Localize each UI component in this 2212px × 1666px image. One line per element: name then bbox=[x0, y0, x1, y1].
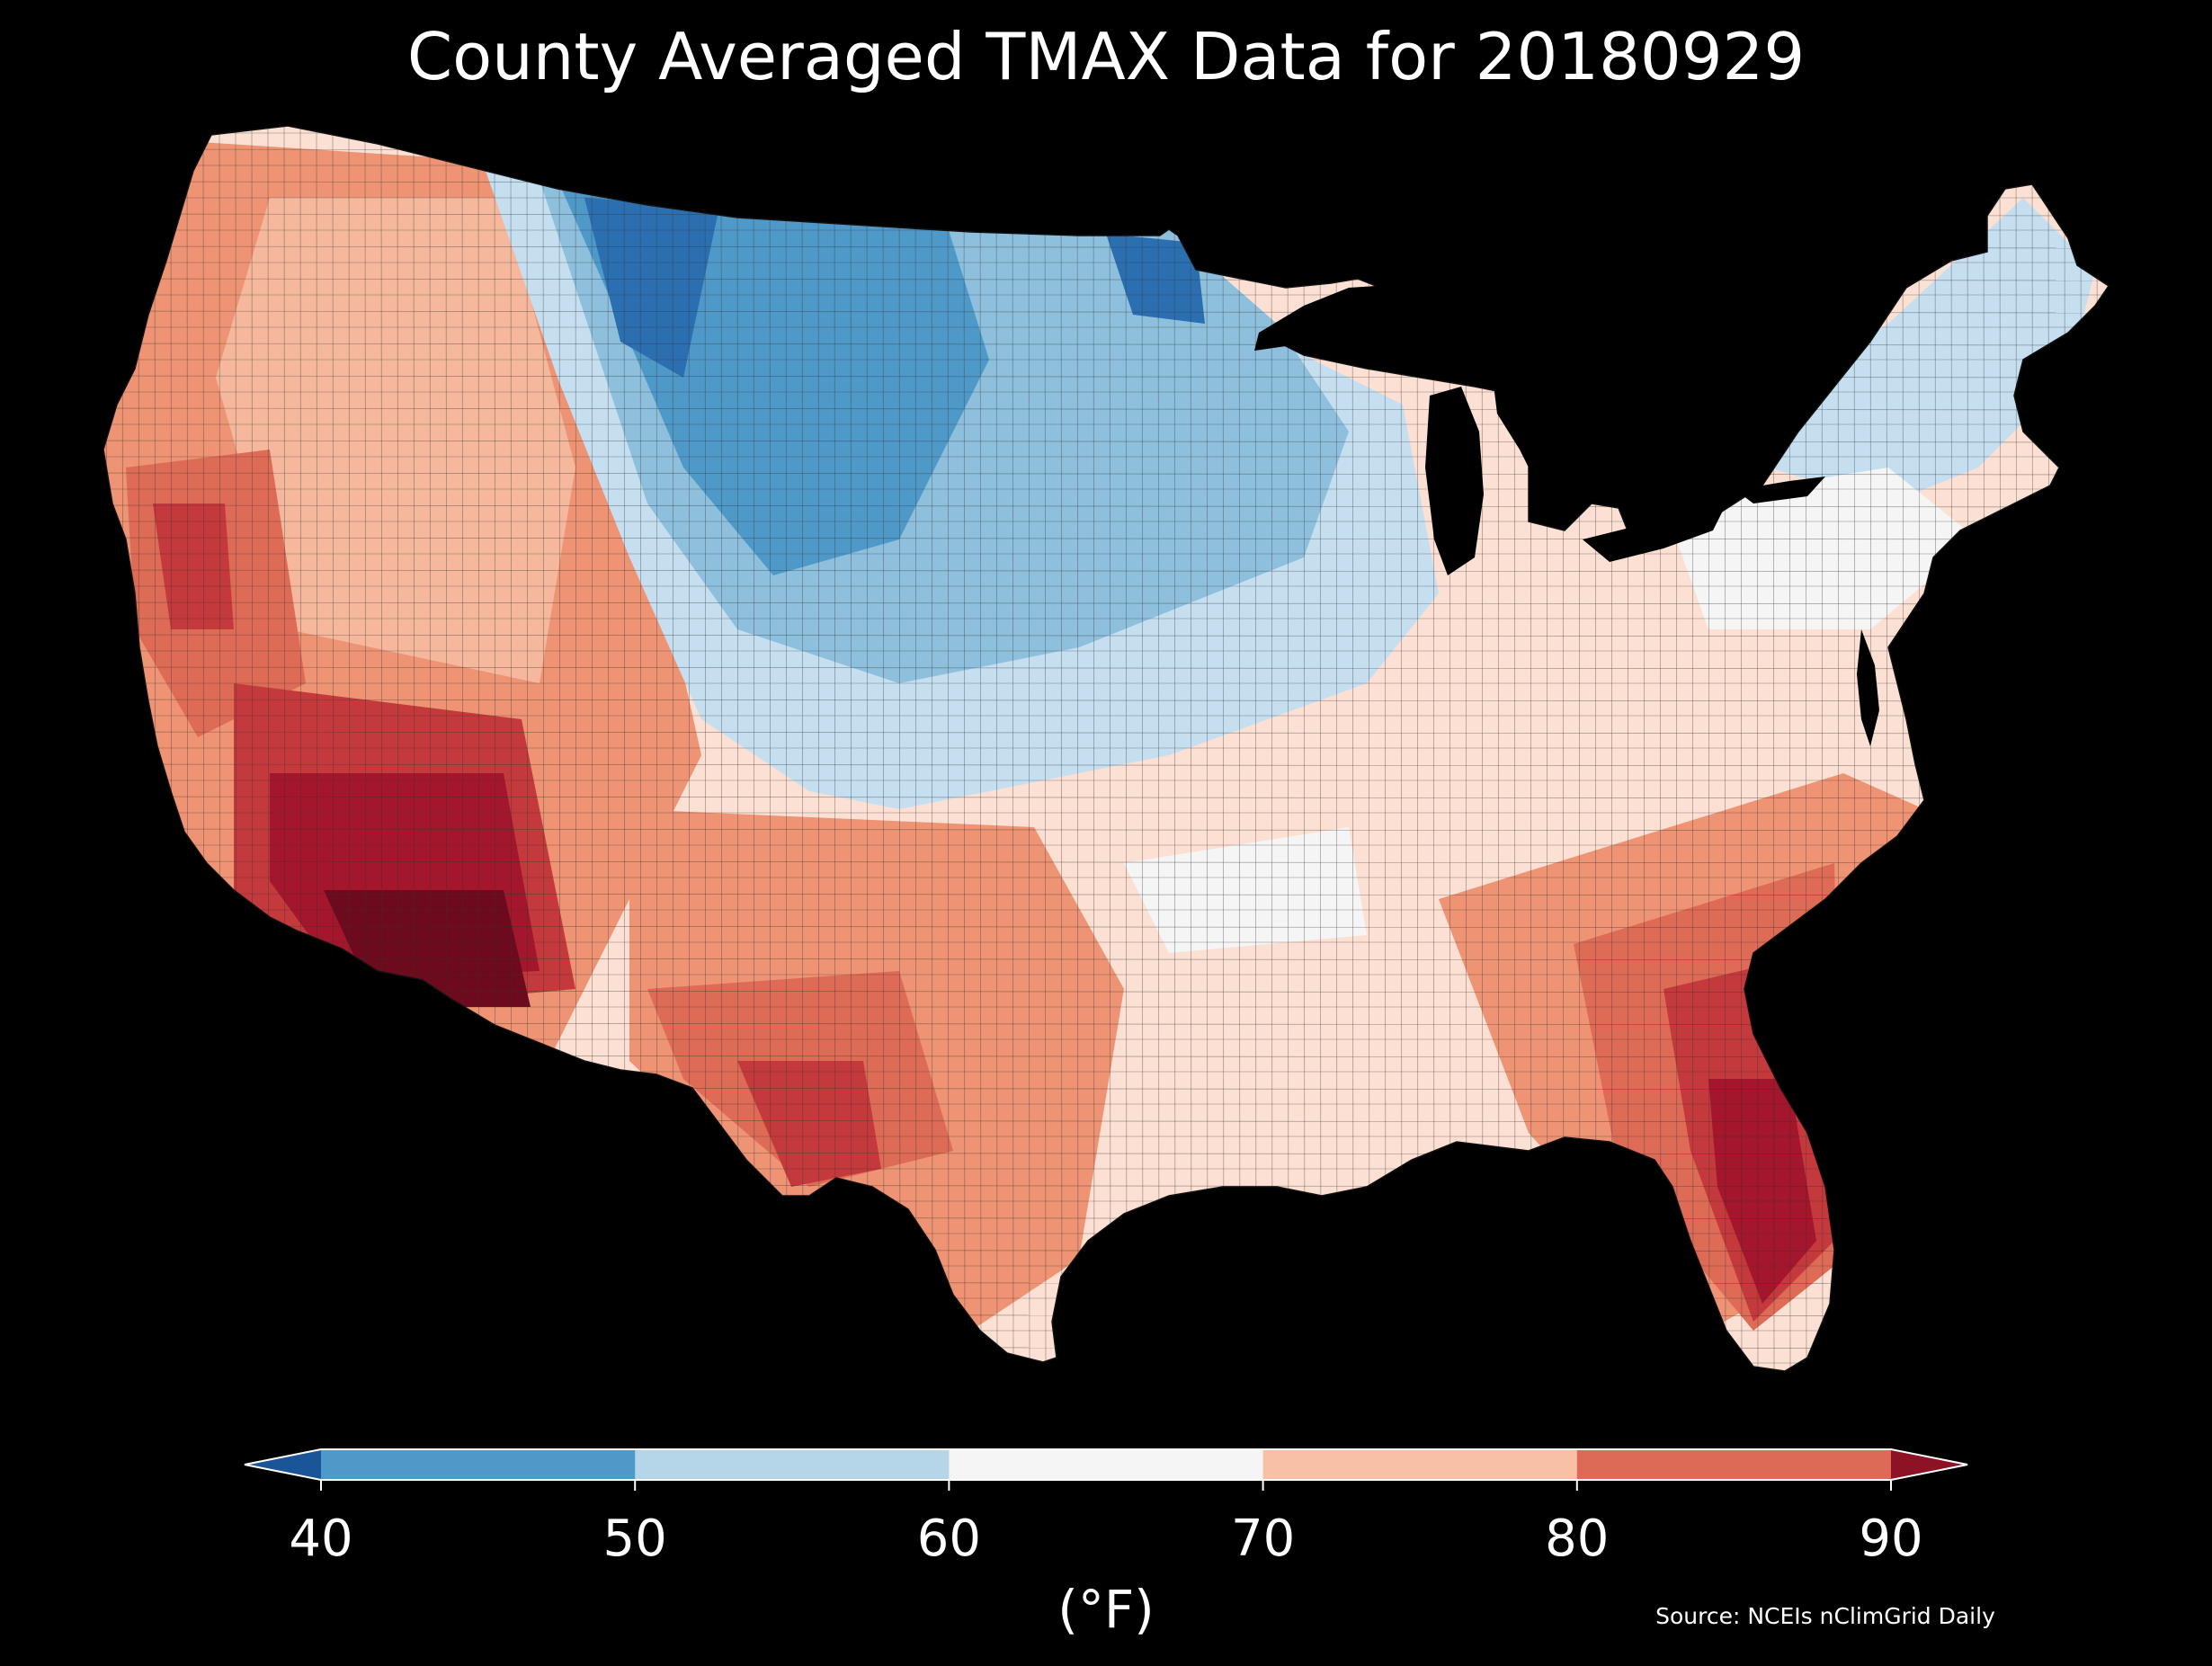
temp-region bbox=[153, 503, 234, 629]
temp-region bbox=[1708, 1079, 1816, 1304]
colorbar-extend-low bbox=[245, 1449, 321, 1480]
temp-region bbox=[216, 198, 575, 683]
colorbar-tick-label: 70 bbox=[1230, 1510, 1296, 1568]
colorbar-tick-label: 80 bbox=[1545, 1510, 1610, 1568]
colorbar-tick-label: 50 bbox=[602, 1510, 667, 1568]
temp-region bbox=[1124, 827, 1367, 953]
lake-superior bbox=[1254, 286, 1376, 351]
temp-region bbox=[1663, 468, 1978, 629]
source-note: Source: NCEIs nClimGrid Daily bbox=[1655, 1603, 1995, 1629]
chesapeake-bay bbox=[1857, 629, 1879, 746]
temp-region bbox=[584, 198, 719, 378]
colorbar-bin-50-60 bbox=[635, 1449, 950, 1480]
colorbar-tick-label: 90 bbox=[1859, 1510, 1923, 1568]
map-title: County Averaged TMAX Data for 20180929 bbox=[406, 19, 1806, 94]
colorbar-extend-high bbox=[1891, 1449, 1967, 1480]
colorbar-unit-label: (°F) bbox=[1057, 1579, 1155, 1640]
lake-erie bbox=[1583, 503, 1726, 562]
colorbar-bin-60-70 bbox=[949, 1449, 1264, 1480]
temp-region bbox=[1708, 198, 2095, 503]
lake-huron bbox=[1493, 378, 1583, 517]
colorbar-bin-40-50 bbox=[321, 1449, 636, 1480]
colorbar-tick-label: 60 bbox=[916, 1510, 982, 1568]
lake-michigan bbox=[1425, 387, 1484, 575]
lake-ontario bbox=[1735, 477, 1825, 503]
colorbar-tick-label: 40 bbox=[289, 1510, 353, 1568]
temp-region bbox=[791, 423, 917, 521]
temp-region bbox=[1106, 234, 1205, 324]
colorbar-bin-80-90 bbox=[1576, 1449, 1892, 1480]
lakes-overlay bbox=[1254, 286, 1879, 746]
temp-region bbox=[737, 1061, 881, 1187]
colorbar-bin-70-80 bbox=[1262, 1449, 1578, 1480]
